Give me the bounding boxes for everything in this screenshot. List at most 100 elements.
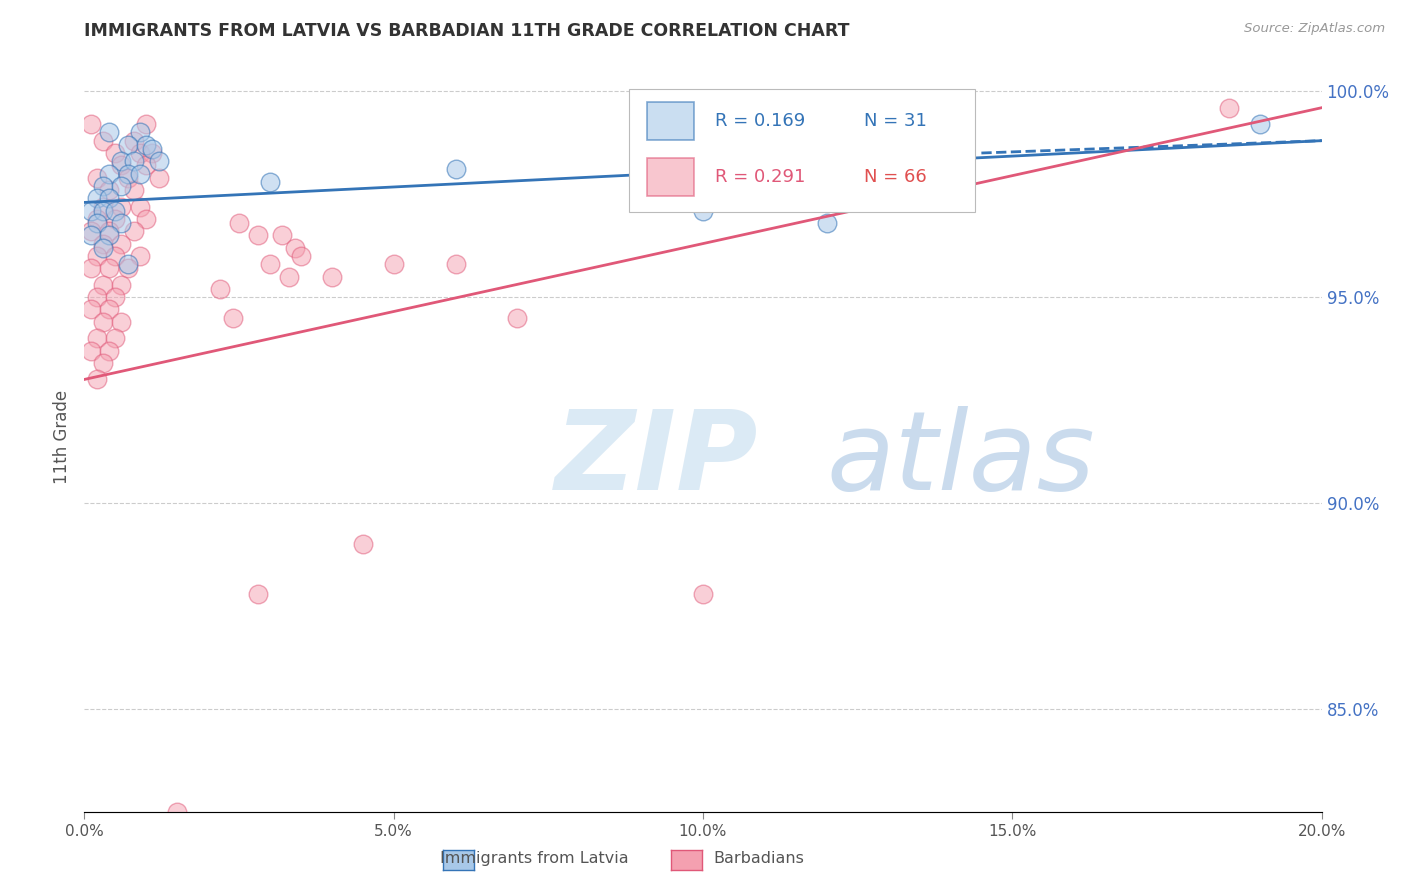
Point [91,134,114,148]
Point [117,257,139,271]
Point [135,158,157,172]
Point [98,125,121,139]
Point [110,216,132,230]
Point [506,310,529,325]
Point [209,282,232,296]
Point [110,277,132,292]
Point [122,183,145,197]
Point [98,167,121,181]
Point [271,228,294,243]
Point [91,200,114,214]
Text: N = 66: N = 66 [863,168,927,186]
Point [259,257,281,271]
Point [148,170,170,185]
Point [91,236,114,251]
Point [79,302,101,317]
FancyBboxPatch shape [647,159,695,196]
Point [98,224,121,238]
Point [98,302,121,317]
Point [444,257,467,271]
Point [110,154,132,169]
Text: N = 31: N = 31 [863,112,927,130]
Point [135,137,157,152]
Point [98,191,121,205]
Point [86,211,108,226]
Point [98,183,121,197]
Point [79,117,101,131]
Point [104,203,127,218]
Point [277,269,299,284]
Point [129,146,152,161]
Point [129,125,152,139]
Point [104,211,127,226]
Point [444,162,467,177]
Point [104,331,127,345]
Point [91,241,114,255]
Point [86,331,108,345]
Point [222,310,245,325]
Point [91,203,114,218]
Point [86,372,108,386]
Point [939,178,962,193]
Point [122,154,145,169]
Point [290,249,312,263]
Point [117,167,139,181]
Point [117,170,139,185]
Point [79,203,101,218]
Point [129,200,152,214]
Point [86,290,108,304]
Point [91,356,114,370]
Point [79,228,101,243]
Point [86,216,108,230]
Point [692,203,714,218]
Point [79,343,101,358]
Point [1218,101,1240,115]
Point [246,228,269,243]
Point [98,343,121,358]
Point [91,178,114,193]
Point [141,142,163,156]
Point [148,154,170,169]
Text: ZIP: ZIP [554,406,758,513]
Point [86,170,108,185]
Point [104,290,127,304]
Point [129,249,152,263]
Point [1249,117,1271,131]
FancyBboxPatch shape [628,88,976,212]
Point [104,249,127,263]
Point [815,216,838,230]
Point [382,257,405,271]
Point [692,586,714,600]
Point [129,167,152,181]
Text: Immigrants from Latvia: Immigrants from Latvia [440,851,628,865]
Point [228,216,250,230]
Point [122,224,145,238]
Point [352,537,374,551]
Point [110,200,132,214]
Point [284,241,307,255]
Text: R = 0.169: R = 0.169 [716,112,806,130]
Text: Source: ZipAtlas.com: Source: ZipAtlas.com [1244,22,1385,36]
Point [141,146,163,161]
Text: IMMIGRANTS FROM LATVIA VS BARBADIAN 11TH GRADE CORRELATION CHART: IMMIGRANTS FROM LATVIA VS BARBADIAN 11TH… [84,22,849,40]
FancyBboxPatch shape [647,103,695,140]
Point [110,315,132,329]
Point [86,249,108,263]
Point [166,805,188,819]
Point [79,261,101,276]
Point [259,175,281,189]
Point [321,269,343,284]
Text: Barbadians: Barbadians [714,851,804,865]
Y-axis label: 11th Grade: 11th Grade [53,390,72,484]
Point [110,236,132,251]
Point [122,134,145,148]
Point [630,183,652,197]
Text: atlas: atlas [827,406,1095,513]
Point [117,137,139,152]
Point [98,228,121,243]
Point [135,211,157,226]
Point [79,224,101,238]
Point [104,146,127,161]
Point [110,178,132,193]
Text: R = 0.291: R = 0.291 [716,168,806,186]
